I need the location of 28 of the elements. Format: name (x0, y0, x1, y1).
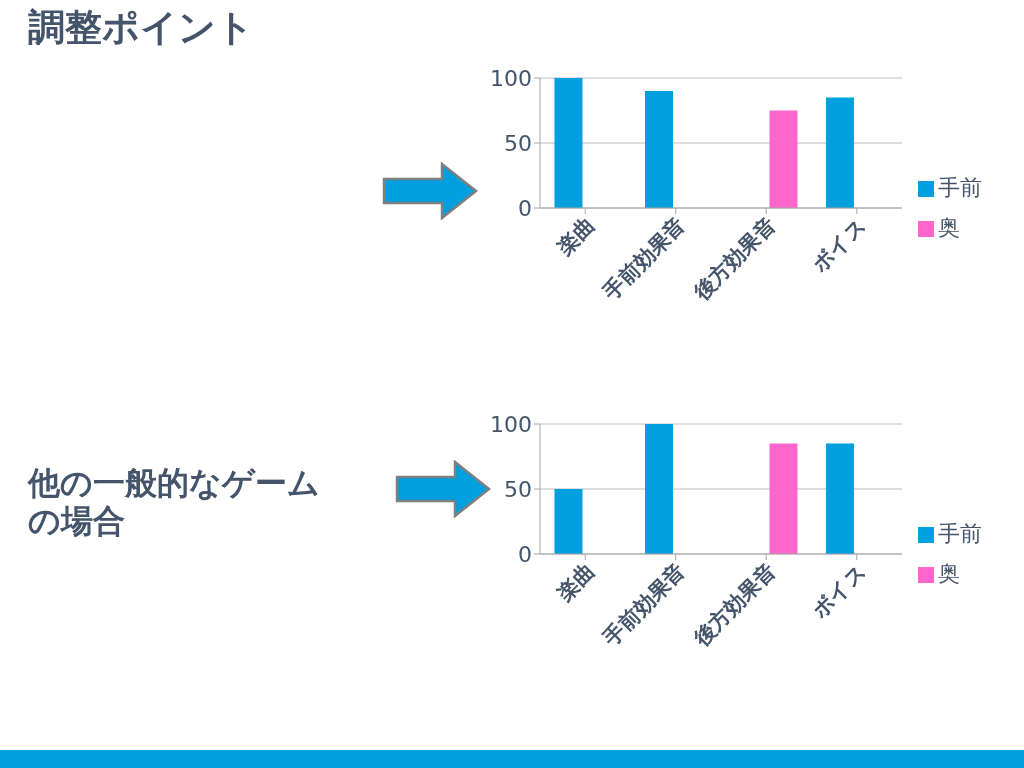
bar (769, 110, 798, 208)
y-tick-label: 0 (518, 195, 532, 221)
legend-label: 奥 (938, 215, 960, 240)
bar (825, 97, 854, 208)
x-tick-label: 楽曲 (551, 213, 600, 261)
bar (554, 78, 583, 208)
x-tick-label: ボイス (806, 559, 871, 624)
bar (825, 443, 854, 554)
y-tick-label: 100 (490, 65, 532, 91)
x-tick-label: 後方効果音 (688, 559, 781, 652)
bar (769, 443, 798, 554)
x-tick-label: 楽曲 (551, 559, 600, 607)
x-tick-label: 手前効果音 (597, 213, 690, 306)
y-tick-label: 50 (504, 130, 532, 156)
text: 他の一般的なゲームの場合 (28, 464, 321, 541)
legend-label: 奥 (938, 561, 960, 586)
bar (554, 489, 583, 554)
x-tick-label: 後方効果音 (688, 213, 781, 306)
y-tick-label: 50 (504, 476, 532, 502)
bar (644, 91, 673, 208)
y-tick-label: 100 (490, 411, 532, 437)
legend-label: 手前 (938, 521, 982, 546)
text: 調整ポイント (28, 6, 254, 51)
y-tick-label: 0 (518, 541, 532, 567)
x-tick-label: 手前効果音 (597, 559, 690, 652)
bar (644, 424, 673, 554)
legend-label: 手前 (938, 175, 982, 200)
x-tick-label: ボイス (806, 213, 871, 278)
